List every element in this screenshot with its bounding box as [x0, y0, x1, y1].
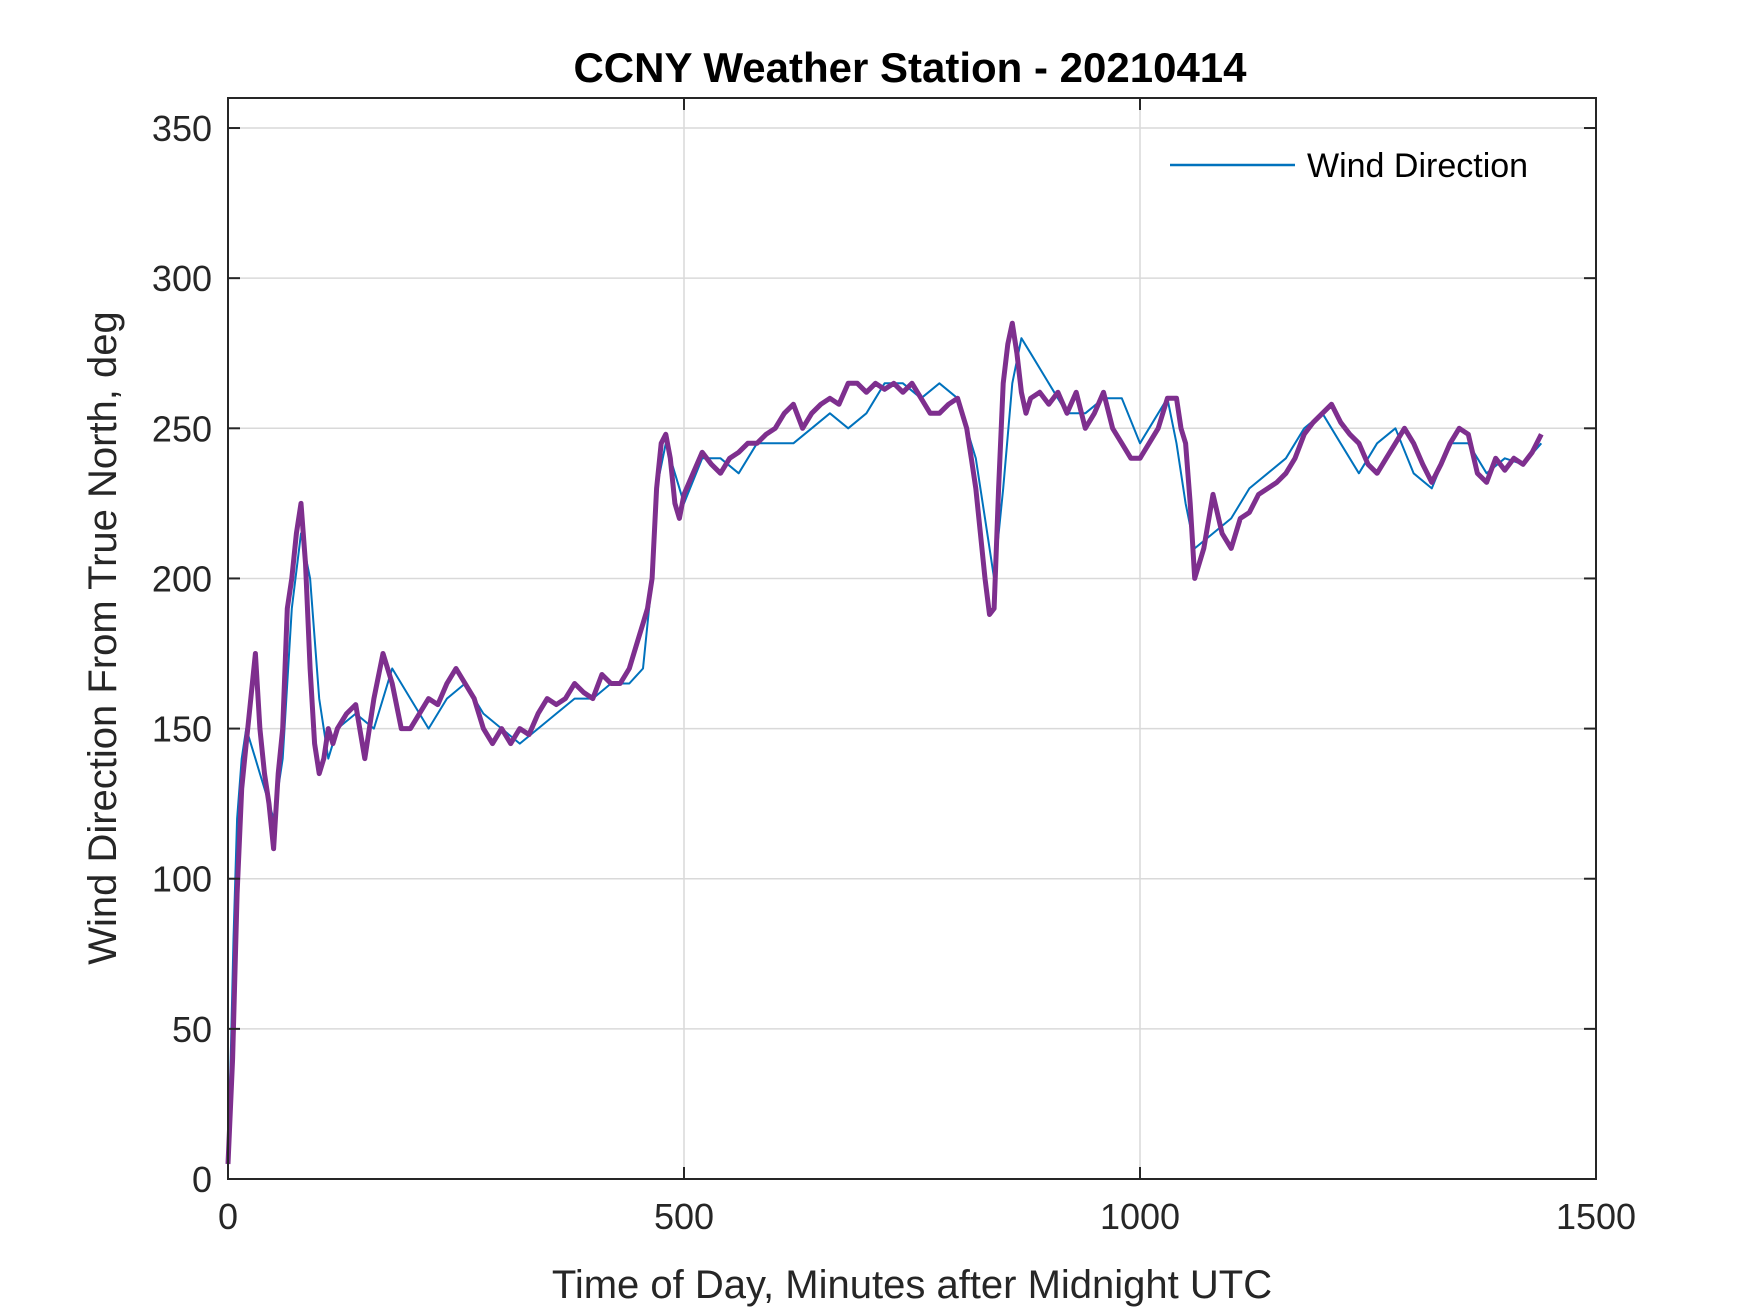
series-line-wind-direction: [227, 337, 1543, 1150]
series-line-moving-average: [225, 320, 1544, 1165]
tick-marks: [227, 98, 1597, 1180]
x-tick-label: 1500: [1556, 1196, 1636, 1237]
legend-label-wind-direction: Wind Direction: [1307, 147, 1528, 185]
y-tick-label: 0: [192, 1159, 212, 1200]
y-tick-label: 250: [152, 408, 212, 449]
series-layer: [225, 320, 1544, 1165]
y-tick-label: 50: [172, 1009, 212, 1050]
plot-frame: [227, 97, 1597, 1180]
tick-labels: 0 500 1000 1500 0 50 100 150 200 250 300 350: [152, 108, 1636, 1237]
y-axis-label: Wind Direction From True North, deg: [81, 311, 125, 965]
y-tick-label: 200: [152, 558, 212, 599]
plot-area: [228, 98, 1596, 1179]
y-tick-label: 350: [152, 108, 212, 149]
x-tick-label: 0: [218, 1196, 238, 1237]
legend: Wind Direction: [1150, 138, 1570, 192]
x-tick-label: 1000: [1100, 1196, 1180, 1237]
x-axis-label: Time of Day, Minutes after Midnight UTC: [552, 1263, 1272, 1307]
grid-lines: [227, 98, 1597, 1180]
y-tick-label: 150: [152, 709, 212, 750]
chart-title: CCNY Weather Station - 20210414: [573, 44, 1247, 91]
y-tick-label: 300: [152, 258, 212, 299]
y-tick-label: 100: [152, 859, 212, 900]
x-tick-label: 500: [654, 1196, 714, 1237]
